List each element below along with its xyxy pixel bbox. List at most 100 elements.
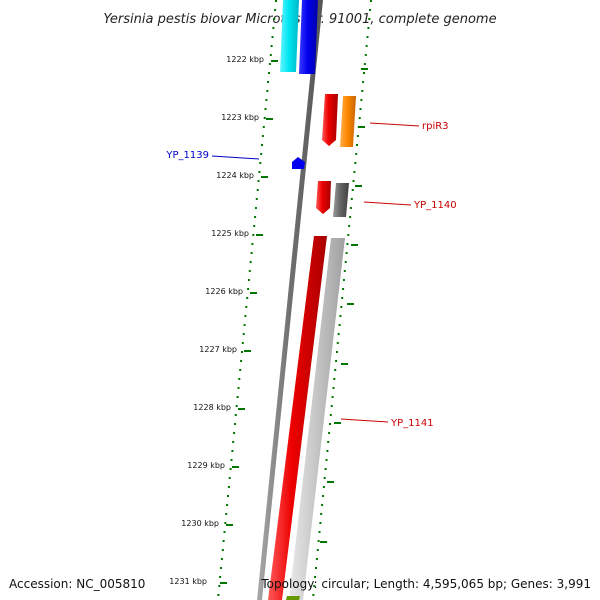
ruler-dot — [235, 405, 238, 407]
ruler-dot — [368, 18, 371, 20]
ruler-dot — [255, 198, 258, 200]
ruler-dot — [262, 126, 265, 128]
ruler-dot — [336, 342, 339, 344]
ruler-dot — [328, 432, 331, 434]
ruler-dot — [234, 423, 236, 425]
ruler-dot — [358, 117, 361, 119]
ruler-dot — [355, 153, 358, 155]
ruler-dot — [266, 90, 269, 92]
ruler-dot — [270, 45, 273, 47]
ruler-dot — [271, 36, 274, 38]
ruler-dot — [260, 153, 263, 155]
ruler-labels: 1222 kbp 1223 kbp 1224 kbp 1225 kbp 1226… — [169, 55, 264, 586]
ruler-dot — [229, 468, 232, 470]
ruler-dot — [256, 189, 259, 191]
ruler-dot — [323, 477, 326, 479]
feature-lightgray-YP_1141 — [289, 238, 345, 600]
feature-olive — [286, 596, 300, 600]
ruler-dot — [362, 81, 365, 83]
genome-backbone — [257, 0, 323, 600]
ruler-dot — [254, 216, 257, 218]
ruler-dot — [349, 216, 352, 218]
ruler-dot — [249, 261, 252, 263]
ruler-dot — [352, 180, 355, 182]
ruler-dot — [273, 18, 276, 20]
ruler-dot — [341, 297, 344, 299]
ruler-dot — [348, 225, 351, 227]
ruler-dot — [257, 180, 260, 182]
ruler-dot — [223, 531, 226, 533]
ruler-dot — [342, 288, 345, 290]
ruler-dot — [343, 270, 346, 272]
ruler-dot — [265, 99, 268, 101]
ruler-dot — [233, 432, 236, 434]
ruler-dot — [322, 495, 324, 497]
tick-label: 1231 kbp — [169, 577, 207, 586]
gene-label-YP_1141[interactable]: YP_1141 — [390, 418, 434, 429]
ruler-dot — [340, 306, 343, 308]
ruler-dot — [367, 27, 370, 29]
ruler-dot — [232, 441, 235, 443]
ruler-dot — [339, 315, 342, 317]
ruler-dot — [315, 558, 318, 560]
ruler-dot — [332, 387, 335, 389]
ruler-dots — [217, 0, 372, 596]
ruler-dot — [275, 0, 277, 2]
ruler-dot — [361, 90, 364, 92]
ruler-dot — [242, 333, 245, 335]
ruler-dot — [227, 495, 229, 497]
ruler-dot — [248, 270, 251, 272]
ruler-dot — [226, 504, 229, 506]
tick-label: 1227 kbp — [199, 345, 237, 354]
ruler-dot — [366, 36, 369, 38]
ruler-dot — [253, 225, 256, 227]
ruler-dot — [239, 369, 242, 371]
ruler-dot — [318, 531, 321, 533]
ruler-dot — [356, 144, 358, 146]
ruler-dot — [221, 549, 224, 551]
ruler-dot — [353, 171, 356, 173]
ruler-dot — [335, 360, 338, 362]
ruler-dot — [324, 468, 327, 470]
ruler-dot — [338, 324, 341, 326]
gene-label-rpiR3[interactable]: rpiR3 — [422, 121, 449, 132]
ruler-dot — [263, 117, 266, 119]
gene-label-YP_1139[interactable]: YP_1139 — [165, 150, 209, 161]
ruler-dot — [349, 207, 352, 209]
ruler-dot — [241, 351, 243, 353]
ruler-dot — [317, 540, 320, 542]
feature-cyan — [280, 0, 299, 72]
ruler-dot — [347, 234, 350, 236]
ruler-dot — [236, 396, 239, 398]
ruler-dot — [364, 54, 367, 56]
ruler-dot — [333, 378, 336, 380]
ruler-dot — [327, 441, 330, 443]
ruler-dot — [334, 369, 337, 371]
ruler-dot — [247, 279, 250, 281]
ruler-dot — [350, 198, 353, 200]
ruler-dot — [356, 135, 359, 137]
ruler-dot — [217, 594, 220, 596]
ruler-dot — [329, 414, 332, 416]
ruler-dot — [261, 135, 264, 137]
ruler-dot — [363, 63, 366, 65]
ruler-dot — [316, 549, 319, 551]
ruler-dot — [346, 243, 349, 245]
feature-red-YP_1141 — [268, 236, 327, 600]
gene-label-YP_1140[interactable]: YP_1140 — [413, 200, 457, 211]
tick-label: 1222 kbp — [226, 55, 264, 64]
ruler-dot — [220, 567, 222, 569]
accession-text: Accession: NC_005810 — [9, 577, 146, 591]
ruler-dot — [251, 243, 254, 245]
ruler-dot — [354, 162, 357, 164]
ruler-dot — [264, 108, 267, 110]
feature-gray-YP_1140 — [333, 183, 349, 217]
ruler-dot — [363, 72, 365, 74]
ruler-dot — [228, 477, 231, 479]
topology-text: Topology: circular; Length: 4,595,065 bp… — [261, 577, 591, 591]
ruler-dot — [269, 54, 272, 56]
feature-blue-YP_1139 — [292, 157, 305, 169]
ruler-dot — [345, 252, 348, 254]
feature-blue — [299, 0, 318, 74]
